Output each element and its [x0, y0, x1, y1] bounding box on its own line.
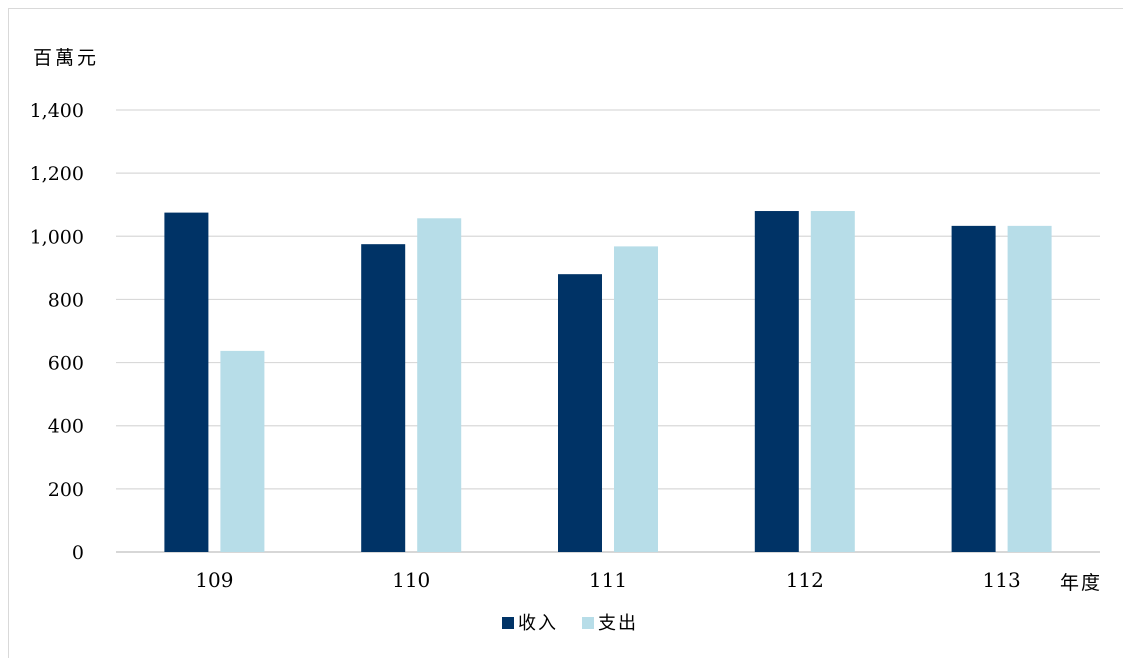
- y-tick-label: 0: [72, 542, 84, 564]
- bar-income-111: [558, 274, 602, 552]
- x-axis-ticks: 109 110 111 112 113: [195, 568, 1020, 592]
- y-tick-label: 1,400: [30, 100, 84, 122]
- x-tick-label: 110: [392, 568, 430, 592]
- y-tick-label: 200: [48, 479, 84, 501]
- x-axis-label: 年度: [1060, 572, 1102, 594]
- legend-label: 收入: [518, 613, 558, 634]
- legend-swatch: [502, 617, 514, 629]
- y-tick-label: 1,200: [30, 163, 84, 185]
- bar-expense-113: [1007, 225, 1052, 553]
- y-tick-label: 400: [48, 416, 84, 438]
- x-tick-label: 112: [786, 568, 824, 592]
- y-tick-label: 800: [48, 289, 84, 311]
- legend-swatch: [582, 617, 594, 629]
- x-tick-label: 113: [983, 568, 1021, 592]
- bar-income-113: [951, 225, 996, 553]
- bar-expense-109: [220, 350, 265, 552]
- y-axis-unit-label: 百萬元: [33, 47, 99, 69]
- y-tick-label: 600: [48, 353, 84, 375]
- x-tick-label: 111: [589, 568, 627, 592]
- y-axis-ticks: 0 200 400 600 800 1,000 1,200 1,400: [30, 100, 84, 564]
- bar-expense-111: [614, 246, 658, 553]
- legend-label: 支出: [598, 613, 638, 634]
- bar-income-109: [164, 212, 209, 552]
- bar-income-110: [361, 244, 406, 552]
- y-tick-label: 1,000: [30, 226, 84, 248]
- x-tick-label: 109: [195, 568, 233, 592]
- bar-income-112: [754, 211, 799, 552]
- legend-item-expense: 支出: [582, 613, 638, 634]
- legend-item-income: 收入: [502, 613, 558, 634]
- bar-expense-110: [417, 218, 462, 553]
- bars: [164, 211, 1052, 553]
- legend: 收入 支出: [502, 613, 638, 634]
- bar-expense-112: [810, 211, 855, 552]
- gridlines: [116, 109, 1100, 553]
